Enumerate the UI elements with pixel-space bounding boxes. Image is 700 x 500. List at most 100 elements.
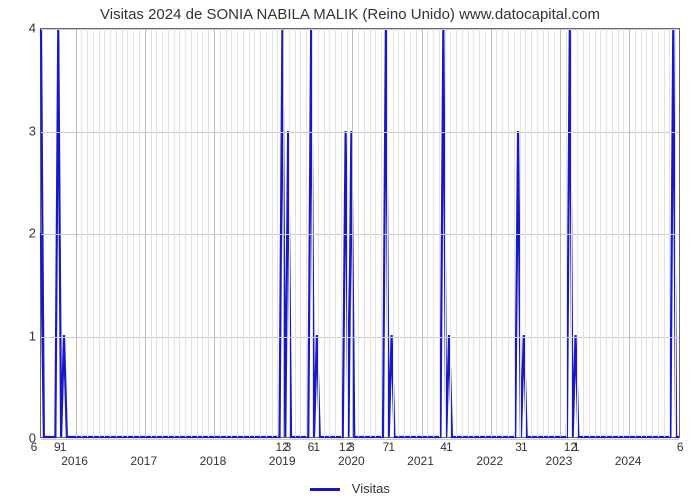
spike-value-label: 1 [313,440,320,454]
gridline-v-minor [381,29,382,437]
spike-value-label: 6 [31,440,38,454]
gridline-v-minor [197,29,198,437]
gridline-v-major [145,29,146,437]
gridline-v-major [491,29,492,437]
gridline-v-minor [202,29,203,437]
gridline-v-minor [375,29,376,437]
spike-value-label: 1 [521,440,528,454]
gridline-v-minor [347,29,348,437]
y-tick-label: 1 [8,328,36,343]
gridline-v-minor [623,29,624,437]
gridline-v-minor [398,29,399,437]
gridline-v-minor [185,29,186,437]
gridline-v-minor [520,29,521,437]
gridline-v-minor [364,29,365,437]
gridline-v-minor [99,29,100,437]
gridline-v-minor [358,29,359,437]
gridline-v-minor [479,29,480,437]
gridline-h [41,439,679,440]
visits-chart: { "chart": { "type": "line-spike", "titl… [0,0,700,500]
gridline-v-minor [531,29,532,437]
plot-area [40,28,680,438]
gridline-v-minor [341,29,342,437]
gridline-v-minor [277,29,278,437]
gridline-v-minor [226,29,227,437]
gridline-v-minor [577,29,578,437]
gridline-v-minor [318,29,319,437]
legend: Visitas [0,481,700,496]
x-year-label: 2019 [269,454,296,468]
gridline-v-minor [427,29,428,437]
gridline-v-minor [473,29,474,437]
gridline-v-minor [600,29,601,437]
gridline-v-major [629,29,630,437]
gridline-v-minor [502,29,503,437]
gridline-v-minor [606,29,607,437]
spike-value-label: 1 [388,440,395,454]
gridline-v-minor [514,29,515,437]
x-year-label: 2022 [476,454,503,468]
gridline-v-major [422,29,423,437]
gridline-v-minor [456,29,457,437]
gridline-v-minor [116,29,117,437]
gridline-v-minor [669,29,670,437]
gridline-v-minor [289,29,290,437]
x-year-label: 2021 [407,454,434,468]
gridline-v-minor [237,29,238,437]
gridline-v-minor [254,29,255,437]
x-year-label: 2020 [338,454,365,468]
gridline-v-minor [445,29,446,437]
spike-value-label: 1 [446,440,453,454]
gridline-v-minor [525,29,526,437]
gridline-v-minor [208,29,209,437]
legend-swatch [310,488,340,491]
gridline-v-minor [571,29,572,437]
gridline-v-minor [300,29,301,437]
gridline-v-minor [404,29,405,437]
gridline-v-major [283,29,284,437]
gridline-v-minor [324,29,325,437]
gridline-v-minor [168,29,169,437]
gridline-v-minor [139,29,140,437]
x-year-label: 2016 [61,454,88,468]
gridline-v-minor [249,29,250,437]
x-year-label: 2024 [615,454,642,468]
gridline-v-minor [151,29,152,437]
gridline-v-minor [191,29,192,437]
x-year-label: 2023 [546,454,573,468]
gridline-v-minor [548,29,549,437]
gridline-v-minor [462,29,463,437]
gridline-v-minor [646,29,647,437]
gridline-v-major [76,29,77,437]
gridline-v-minor [554,29,555,437]
gridline-v-minor [220,29,221,437]
gridline-v-minor [439,29,440,437]
gridline-v-minor [450,29,451,437]
y-tick-label: 3 [8,123,36,138]
gridline-v-minor [127,29,128,437]
y-tick-label: 2 [8,226,36,241]
gridline-v-minor [635,29,636,437]
gridline-v-minor [133,29,134,437]
gridline-v-minor [410,29,411,437]
gridline-v-minor [433,29,434,437]
gridline-v-minor [566,29,567,437]
gridline-v-minor [81,29,82,437]
gridline-v-minor [393,29,394,437]
gridline-v-minor [329,29,330,437]
gridline-v-minor [335,29,336,437]
gridline-v-major [352,29,353,437]
gridline-v-minor [162,29,163,437]
gridline-v-minor [272,29,273,437]
gridline-v-minor [295,29,296,437]
gridline-v-major [214,29,215,437]
gridline-v-minor [595,29,596,437]
gridline-v-minor [675,29,676,437]
gridline-v-minor [612,29,613,437]
gridline-v-minor [243,29,244,437]
x-year-label: 2017 [130,454,157,468]
gridline-v-minor [260,29,261,437]
gridline-v-minor [652,29,653,437]
gridline-v-minor [618,29,619,437]
gridline-v-minor [416,29,417,437]
